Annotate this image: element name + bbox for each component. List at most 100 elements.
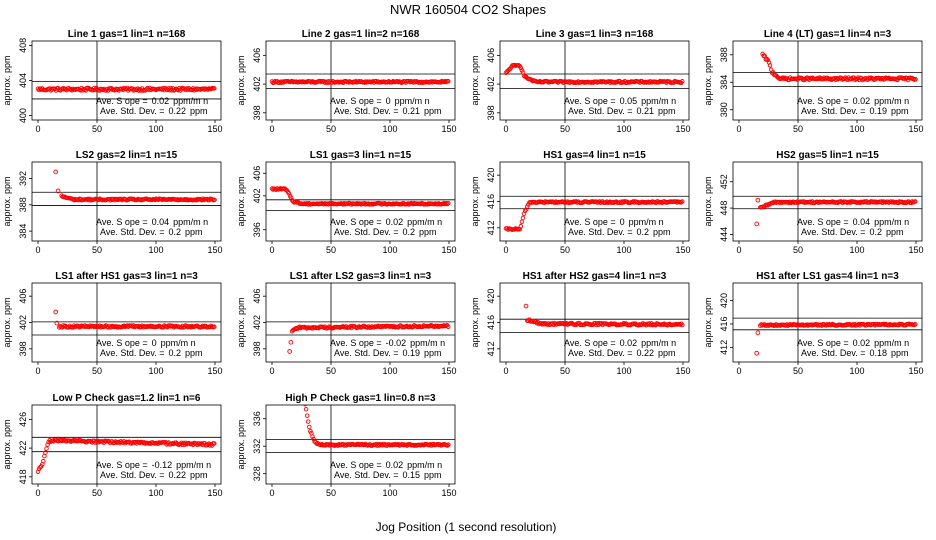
stat-value: 0.19 [402,348,420,358]
data-point [446,442,451,447]
stat-unit: ppm [653,227,671,237]
stat-unit: ppm/m n [874,217,909,227]
y-tick-label: 402 [486,77,496,92]
stat-unit: ppm [424,348,442,358]
stat-label: Ave. S ope = [797,96,849,106]
data-point [913,77,918,82]
x-tick-label: 50 [793,366,803,376]
data-point [86,86,92,91]
x-tick-label: 100 [148,366,163,376]
data-point [445,324,451,330]
data-point [302,405,308,407]
data-point [286,191,292,196]
slope-stat: Ave. S ope = 0.02 ppm/m n [797,96,909,106]
stat-label: Ave. Std. Dev. = [801,227,865,237]
y-tick-label: 336 [252,411,262,426]
plot-frame [732,161,923,242]
std-dev-stat: Ave. Std. Dev. = 0.2 ppm [568,227,670,237]
y-axis-label: approx. ppm [2,297,12,347]
panel-title: LS1 gas=3 lin=1 n=15 [310,150,412,161]
y-axis-label: approx. ppm [2,55,12,105]
stat-value: 0.02 [853,96,871,106]
outlier-point [53,309,59,315]
stat-value: 0.02 [386,460,404,470]
std-dev-stat: Ave. Std. Dev. = 0.15 ppm [334,470,442,480]
stat-unit: ppm [886,227,904,237]
chart-panel: LS2 gas=2 lin=1 n=15 approx. ppm 0 50 100 150… [2,150,223,255]
x-tick-label: 0 [503,124,508,134]
std-dev-stat: Ave. Std. Dev. = 0.22 ppm [100,106,208,116]
outlier-point [288,339,294,345]
y-axis-label: approx. ppm [236,297,246,347]
chart-panel: LS1 gas=3 lin=1 n=15 approx. ppm 0 50 100 150… [236,150,457,255]
stat-label: Ave. Std. Dev. = [801,106,865,116]
x-tick-label: 0 [503,366,508,376]
data-points [53,169,217,203]
y-tick-label: 384 [18,224,28,239]
data-point [767,63,773,68]
figure-title: NWR 160504 CO2 Shapes [390,2,547,17]
data-point [310,434,315,439]
chart-panel: Line 1 gas=1 lin=1 n=168 approx. ppm 0 50 10… [2,29,223,134]
data-point [43,450,48,455]
stat-value: 0.2 [168,227,181,237]
x-tick-label: 0 [736,366,741,376]
data-points [760,51,918,83]
y-tick-label: 420 [719,293,729,308]
x-tick-label: 50 [92,488,102,498]
x-tick-label: 150 [207,245,222,255]
stat-label: Ave. S ope = [564,217,616,227]
panel-title: Line 4 (LT) gas=1 lin=4 n=3 [764,29,892,40]
y-tick-label: 398 [252,105,262,120]
data-point [680,322,685,328]
y-tick-label: 422 [18,441,28,456]
data-point [782,75,788,81]
data-point [522,208,528,213]
data-point [307,424,312,430]
stat-value: 0.2 [402,227,415,237]
stat-label: Ave. Std. Dev. = [100,227,164,237]
x-tick-label: 100 [382,245,397,255]
x-tick-label: 100 [849,245,864,255]
y-axis-label: approx. ppm [703,297,713,347]
y-tick-label: 404 [18,73,28,88]
y-tick-label: 396 [252,222,262,237]
y-tick-label: 406 [252,48,262,63]
stat-unit: ppm/m n [395,96,430,106]
slope-stat: Ave. S ope = 0.04 ppm/m n [96,217,208,227]
x-tick-label: 100 [616,245,631,255]
data-point [524,204,530,209]
y-axis-label: approx. ppm [470,297,480,347]
stat-label: Ave. S ope = [96,217,148,227]
stat-value: 0.21 [402,106,420,116]
panel-title: Line 1 gas=1 lin=1 n=168 [68,29,186,40]
stat-value: 0.15 [402,470,420,480]
data-point [42,453,47,459]
data-point [519,219,525,225]
data-point [304,413,310,418]
stat-unit: ppm/m n [874,338,909,348]
data-point [913,322,918,327]
y-tick-label: 388 [18,197,28,212]
stat-label: Ave. Std. Dev. = [568,227,632,237]
outlier-point [755,330,761,336]
data-point [45,442,50,447]
stat-value: 0.22 [168,470,186,480]
y-tick-label: 416 [486,194,496,209]
data-points [503,62,685,86]
data-points [35,437,217,475]
outlier-point [755,197,761,203]
y-axis-label: approx. ppm [2,176,12,226]
stat-unit: ppm [658,348,676,358]
stat-value: 0.2 [636,227,649,237]
y-axis-label: approx. ppm [236,419,246,469]
y-tick-label: 406 [18,289,28,304]
data-points [754,321,918,356]
stat-label: Ave. Std. Dev. = [334,106,398,116]
data-point [518,65,524,71]
plot-frame [499,40,690,121]
chart-panel: High P Check gas=1 lin=0.8 n=3 approx. pp… [236,393,457,498]
x-tick-label: 50 [326,366,336,376]
y-tick-label: 412 [486,341,496,356]
panel-title: HS1 after HS2 gas=4 lin=1 n=3 [523,271,667,282]
